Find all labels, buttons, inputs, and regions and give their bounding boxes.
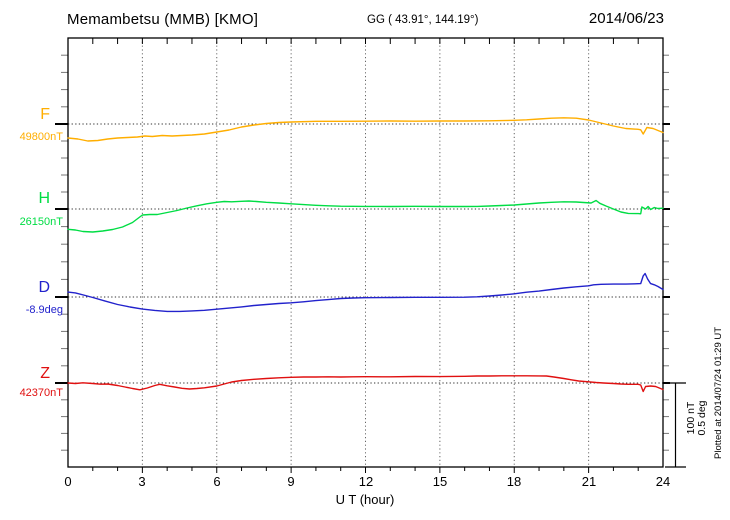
channel-letter-Z: Z: [40, 365, 50, 382]
channel-letter-D: D: [38, 279, 50, 296]
x-tick-21: 21: [581, 474, 597, 489]
x-tick-12: 12: [358, 474, 374, 489]
scale-bar-deg-label: 0.5 deg: [696, 400, 708, 436]
scale-bar-label: 100 nT 0.5 deg: [685, 397, 708, 439]
x-tick-3: 3: [138, 474, 146, 489]
x-tick-15: 15: [432, 474, 448, 489]
x-tick-9: 9: [287, 474, 295, 489]
channel-baseline-F: 49800nT: [19, 131, 63, 143]
channel-baseline-H: 26150nT: [19, 216, 63, 228]
channel-letter-H: H: [38, 190, 50, 207]
channel-letter-F: F: [40, 106, 50, 123]
channel-baseline-Z: 42370nT: [19, 387, 63, 399]
x-tick-18: 18: [506, 474, 522, 489]
channel-baseline-D: -8.9deg: [25, 304, 63, 316]
plotted-at-timestamp: Plotted at 2014/07/24 01:29 UT: [713, 326, 724, 459]
x-tick-0: 0: [64, 474, 72, 489]
x-tick-6: 6: [213, 474, 221, 489]
page-title: Memambetsu (MMB) [KMO]: [67, 11, 259, 28]
x-axis-label: U T (hour): [335, 492, 395, 507]
plot-date: 2014/06/23: [588, 10, 664, 27]
station-coordinates: GG ( 43.91°, 144.19°): [367, 14, 479, 26]
x-tick-24: 24: [655, 474, 671, 489]
